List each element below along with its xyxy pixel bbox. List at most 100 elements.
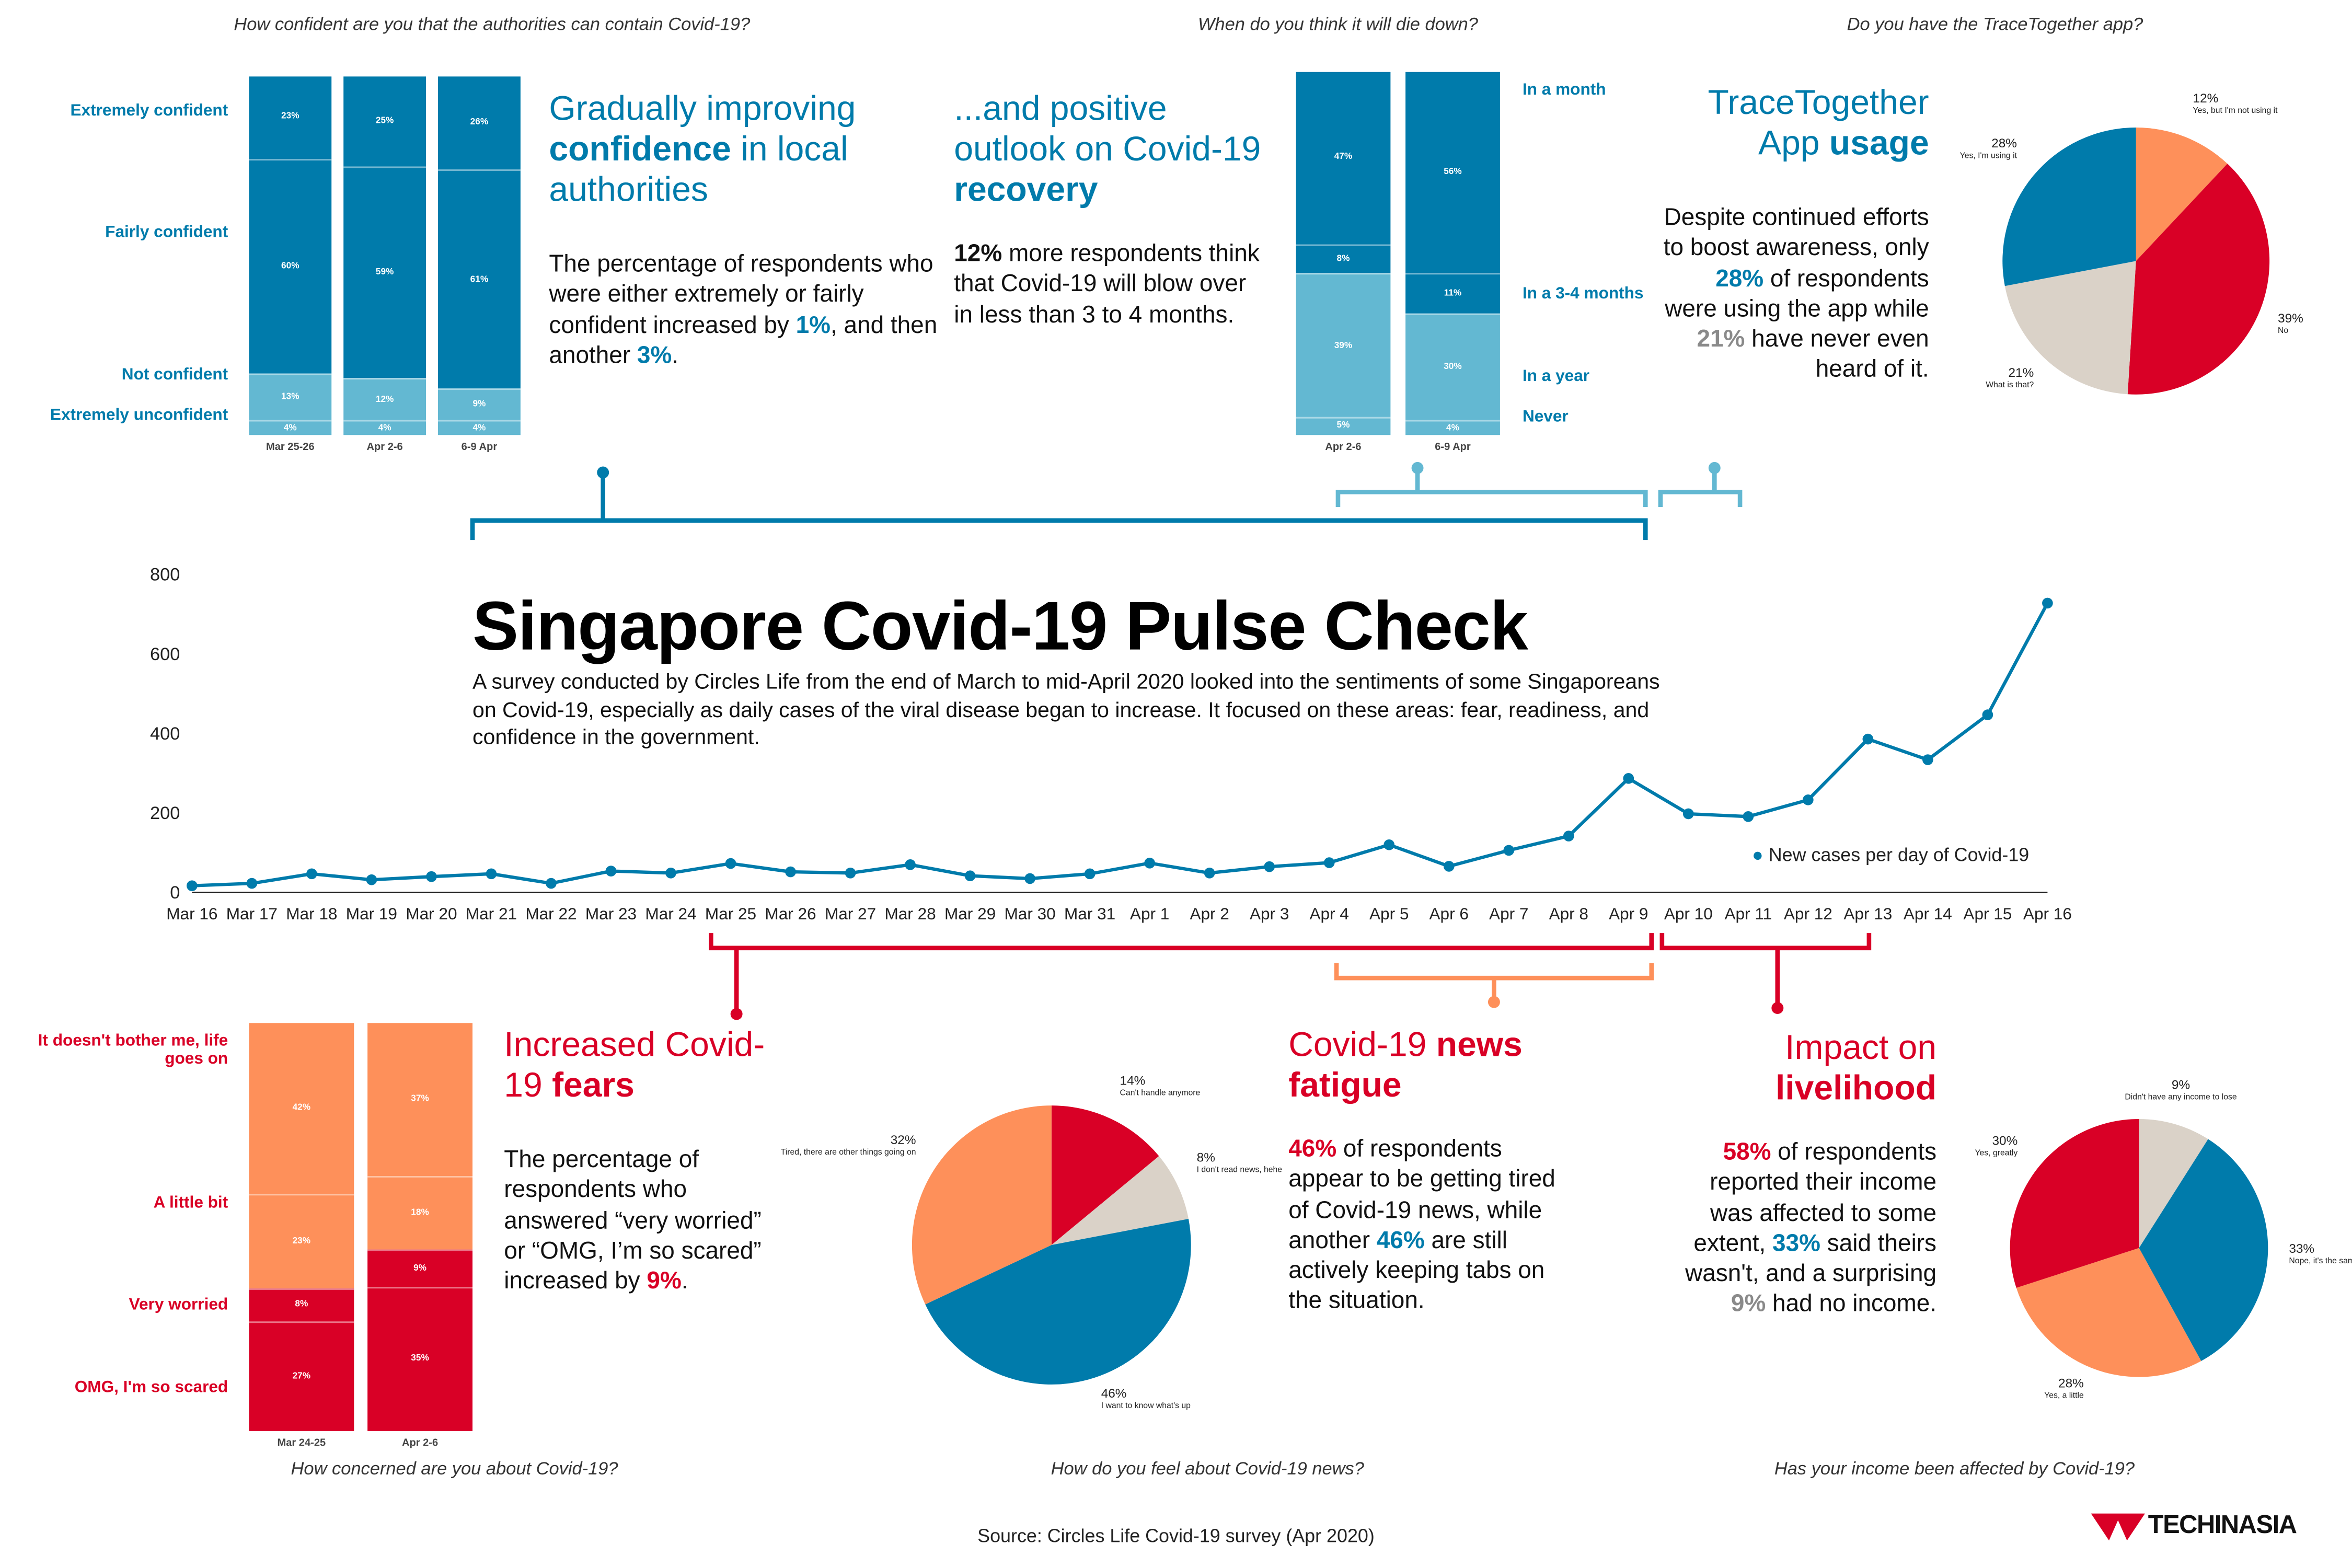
bracket-dot [730, 1008, 743, 1020]
x-tick-label: Apr 4 [1309, 904, 1348, 923]
x-tick-label: Apr 14 [1904, 904, 1952, 923]
bar-segment: 23% [249, 1194, 354, 1288]
logo-text: TECHINASIA [2148, 1510, 2297, 1539]
pie-slice [2136, 127, 2228, 261]
question-concern: How concerned are you about Covid-19? [291, 1458, 618, 1479]
question-income: Has your income been affected by Covid-1… [1774, 1458, 2135, 1479]
income-heading: Impact on livelihood [1775, 1027, 1937, 1107]
x-tick-label: Apr 15 [1963, 904, 2012, 923]
question-confidence: How confident are you that the authoriti… [234, 13, 751, 35]
bar-segment: 37% [367, 1023, 473, 1176]
slice-label: Tired, there are other things going on [781, 1148, 916, 1157]
slice-label: No [2278, 326, 2288, 335]
bar-segment: 39% [1296, 273, 1391, 417]
pie-slice [2004, 261, 2136, 395]
slice-value: 14% [1120, 1074, 1146, 1088]
app-pie-chart: 12%Yes, but I'm not using it 39%No 21%What… [1960, 91, 2303, 395]
bar-segment: 13% [249, 374, 332, 421]
data-point [486, 868, 497, 880]
slice-value: 30% [1992, 1134, 2018, 1148]
bar-column: 56% 11% 30% 4% [1405, 72, 1500, 435]
series-label: Very worried [129, 1296, 228, 1315]
x-tick-label: Apr 2 [1190, 904, 1229, 923]
slice-value: 9% [2172, 1078, 2190, 1092]
bar-category-label: 6-9 Apr [461, 442, 498, 453]
bar-column: 25% 59% 12% 4% [343, 76, 426, 435]
bar-category-label: Apr 2-6 [1325, 442, 1362, 453]
x-tick-label: Mar 26 [765, 904, 816, 923]
bar-segment: 35% [367, 1286, 473, 1431]
income-bracket [1659, 933, 1872, 1008]
confidence-heading: Gradually improving confidence in local … [549, 88, 856, 209]
data-point [1443, 861, 1455, 872]
y-tick-label: 400 [150, 724, 180, 744]
y-tick-label: 800 [150, 565, 180, 585]
news-pie-chart: 14%Can't handle anymore 8%I don't read ne… [781, 1074, 1283, 1410]
x-tick-label: Mar 22 [525, 904, 577, 923]
bar-column: 23% 60% 13% 4% [249, 76, 332, 435]
slice-label: Yes, I'm using it [1960, 151, 2017, 160]
data-point [306, 868, 317, 880]
x-tick-label: Apr 3 [1250, 904, 1289, 923]
series-label: Extremely confident [70, 102, 228, 120]
x-tick-label: Mar 29 [944, 904, 996, 923]
x-tick-label: Mar 23 [585, 904, 637, 923]
series-label: OMG, I'm so scared [74, 1378, 228, 1397]
bracket-dot [1411, 462, 1424, 474]
series-label: It doesn't bother me, life goes on [38, 1032, 228, 1068]
bar-segment: 4% [1405, 420, 1500, 435]
bar-segment: 9% [438, 388, 521, 421]
data-point [1264, 861, 1275, 872]
confidence-text: The percentage of respondents who were e… [549, 252, 938, 369]
x-tick-label: Apr 8 [1549, 904, 1588, 923]
data-point [1862, 733, 1874, 745]
bracket-dot [597, 466, 609, 479]
slice-value: 28% [1991, 136, 2017, 151]
bar-segment: 42% [249, 1023, 354, 1195]
data-point [1084, 868, 1096, 880]
pie-slice [2139, 1119, 2208, 1248]
data-point [905, 859, 916, 870]
bar-column: 47% 8% 39% 5% [1296, 72, 1391, 435]
bar-segment: 26% [438, 76, 521, 170]
bar-category-label: Mar 25-26 [266, 442, 315, 453]
pie-slice [2139, 1139, 2268, 1362]
series-label: Never [1522, 408, 1569, 426]
bar-segment: 47% [1296, 72, 1391, 245]
x-tick-label: Apr 5 [1369, 904, 1409, 923]
bar-segment: 23% [249, 76, 332, 159]
slice-value: 21% [2008, 366, 2034, 380]
bar-segment: 61% [438, 169, 521, 389]
question-app: Do you have the TraceTogether app? [1847, 13, 2143, 35]
series-label: Not confident [121, 366, 228, 384]
data-point [1623, 773, 1634, 784]
bar-segment: 30% [1405, 313, 1500, 421]
data-point [845, 867, 856, 879]
bar-category-label: Apr 2-6 [401, 1438, 439, 1449]
slice-value: 32% [891, 1133, 916, 1147]
data-point [1503, 845, 1515, 856]
slice-label: Nope, it's the same [2289, 1256, 2352, 1265]
income-text: 58% of respondents reported their income… [1685, 1140, 1937, 1318]
x-tick-label: Mar 31 [1064, 904, 1115, 923]
cases-line-chart: 0 200 400 600 800 Mar 16 Mar 17 Mar 18 Mar 19 Mar… [150, 565, 2072, 924]
x-tick-label: Apr 9 [1609, 904, 1648, 923]
slice-label: I want to know what's up [1101, 1401, 1191, 1410]
cases-line [192, 602, 2049, 887]
series-label: In a year [1522, 367, 1590, 386]
x-tick-label: Mar 24 [645, 904, 696, 923]
brackets [470, 462, 1872, 1020]
slice-label: What is that? [1986, 381, 2034, 389]
bar-segment: 11% [1405, 273, 1500, 313]
x-tick-label: Mar 17 [226, 904, 278, 923]
x-tick-label: Mar 27 [825, 904, 876, 923]
bar-segment: 27% [249, 1321, 354, 1431]
bar-category-label: Apr 2-6 [366, 442, 403, 453]
data-point [2042, 597, 2053, 609]
bar-segment: 18% [367, 1175, 473, 1250]
slice-label: Can't handle anymore [1120, 1089, 1201, 1098]
x-tick-label: Mar 20 [406, 904, 457, 923]
pie-slice [2002, 127, 2136, 286]
data-point [725, 858, 736, 869]
